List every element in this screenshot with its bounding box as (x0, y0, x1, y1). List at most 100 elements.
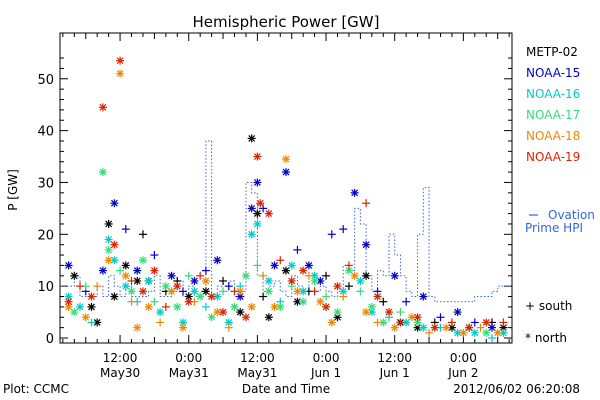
north-point (156, 308, 165, 317)
legend-entry: NOAA-16 (526, 87, 580, 101)
north-point (98, 266, 107, 275)
north-point (173, 302, 182, 311)
south-point (447, 318, 456, 327)
y-tick-label: 10 (37, 280, 54, 295)
south-point (127, 276, 136, 285)
x-tick-label: 0:00 (450, 351, 477, 365)
x-tick-label: May31 (169, 366, 209, 380)
north-point (287, 261, 296, 270)
north-point (138, 287, 147, 296)
south-point (327, 230, 336, 239)
north-point (110, 240, 119, 249)
north-point (247, 230, 256, 239)
north-point (241, 313, 250, 322)
north-point (104, 245, 113, 254)
north-point (304, 261, 313, 270)
north-point (316, 297, 325, 306)
north-point (241, 271, 250, 280)
x-tick-label: 0:00 (313, 351, 340, 365)
north-point (362, 240, 371, 249)
north-point (253, 219, 262, 228)
north-point (161, 282, 170, 291)
north-point (482, 318, 491, 327)
north-point (213, 292, 222, 301)
legend-entry: NOAA-19 (526, 150, 580, 164)
south-point (179, 287, 188, 296)
north-point (350, 188, 359, 197)
x-tick-label: 0:00 (175, 351, 202, 365)
south-point (121, 225, 130, 234)
north-point (104, 219, 113, 228)
north-point (362, 271, 371, 280)
data-marks (64, 56, 508, 342)
south-point (304, 271, 313, 280)
north-point (104, 256, 113, 265)
north-point (201, 276, 210, 285)
north-point (282, 155, 290, 164)
south-point (499, 318, 508, 327)
north-point (299, 266, 308, 275)
south-point (379, 297, 388, 306)
legend-entry: NOAA-15 (526, 66, 580, 80)
north-point (110, 199, 119, 208)
north-point (322, 302, 331, 311)
south-point (396, 308, 405, 317)
north-point (253, 209, 262, 218)
north-point (253, 178, 262, 187)
north-point (190, 287, 199, 296)
south-point (224, 323, 233, 332)
north-point (482, 328, 491, 337)
north-point (499, 328, 508, 337)
x-tick-label: May31 (237, 366, 277, 380)
south-point (259, 292, 268, 301)
south-point (362, 199, 371, 208)
north-point (453, 308, 462, 317)
south-point (322, 271, 331, 280)
south-point (230, 287, 239, 296)
y-axis-label: P [GW] (6, 169, 20, 211)
north-point (64, 297, 73, 306)
north-point (110, 292, 119, 301)
series-legend: METP-02 NOAA-15 NOAA-16 NOAA-17 NOAA-18 NOAA-… (526, 45, 580, 164)
north-point (236, 308, 245, 317)
y-tick-label: 50 (37, 73, 54, 88)
north-point (459, 328, 468, 337)
south-point (138, 230, 147, 239)
south-point (150, 251, 159, 260)
south-point (161, 302, 170, 311)
north-point (419, 292, 428, 301)
north-point (247, 134, 256, 143)
x-tick-label: 12:00 (377, 351, 412, 365)
north-point (196, 292, 205, 301)
ovation-label-line2: Prime HPI (525, 221, 583, 235)
north-point (270, 261, 279, 270)
north-point (333, 308, 342, 317)
north-point (287, 276, 296, 285)
south-point (219, 287, 228, 296)
north-point (201, 287, 210, 296)
north-point (173, 282, 182, 291)
axes: 0102030405012:00May300:00May3112:00May31… (37, 33, 512, 380)
north-point (493, 328, 502, 337)
south-point (201, 266, 210, 275)
north-point (299, 297, 308, 306)
north-point (121, 261, 130, 270)
north-point (264, 276, 273, 285)
north-point (70, 271, 79, 280)
north-point (390, 271, 399, 280)
north-point (116, 69, 125, 78)
north-point (293, 287, 302, 296)
north-point (362, 308, 371, 317)
south-point (116, 266, 125, 275)
north-point (327, 318, 336, 327)
north-point (253, 152, 262, 161)
y-tick-label: 40 (37, 125, 54, 140)
north-point (207, 313, 216, 322)
north-point (150, 266, 159, 275)
north-symbol-legend: * north (525, 331, 567, 345)
north-point (230, 302, 239, 311)
y-tick-label: 0 (46, 332, 54, 347)
north-point (167, 287, 176, 296)
north-point (350, 271, 359, 280)
south-point (476, 323, 485, 332)
